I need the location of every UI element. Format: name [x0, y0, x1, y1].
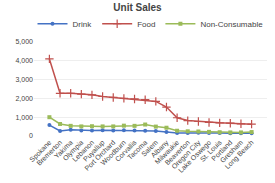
svg-text:Unit Sales: Unit Sales — [113, 2, 162, 13]
svg-text:Yakima: Yakima — [53, 139, 74, 160]
svg-text:0: 0 — [29, 132, 33, 139]
svg-text:Drink: Drink — [73, 20, 93, 29]
svg-text:5,000: 5,000 — [15, 38, 33, 45]
svg-text:2,000: 2,000 — [15, 95, 33, 102]
svg-text:Food: Food — [137, 20, 155, 29]
svg-text:Spokane: Spokane — [28, 139, 53, 164]
svg-text:Woodburn: Woodburn — [99, 139, 127, 167]
svg-text:Corvallis: Corvallis — [114, 138, 138, 162]
svg-text:Gresham: Gresham — [219, 139, 244, 164]
svg-text:Milwaukie: Milwaukie — [154, 139, 181, 166]
svg-text:3,000: 3,000 — [15, 76, 33, 83]
svg-text:4,000: 4,000 — [15, 57, 33, 64]
svg-text:1,000: 1,000 — [15, 114, 33, 121]
svg-text:St. Louis: St. Louis — [199, 138, 224, 163]
svg-text:Lake Oswego: Lake Oswego — [177, 139, 213, 175]
svg-text:Puyallup: Puyallup — [82, 139, 107, 164]
svg-text:Salem: Salem — [140, 139, 159, 158]
svg-text:Long Beach: Long Beach — [223, 139, 255, 171]
svg-text:Beaverton: Beaverton — [163, 139, 191, 167]
svg-text:Oregon City: Oregon City — [170, 138, 202, 170]
svg-text:Albany: Albany — [150, 138, 171, 159]
svg-text:Portland: Portland — [210, 139, 233, 162]
svg-text:Non-Consumable: Non-Consumable — [200, 20, 263, 29]
svg-text:Tacoma: Tacoma — [126, 139, 148, 161]
svg-text:Olympia: Olympia — [61, 139, 85, 163]
svg-text:Port Orchard: Port Orchard — [83, 139, 116, 172]
svg-text:Lebanon: Lebanon — [71, 139, 95, 163]
svg-text:Bremerton: Bremerton — [35, 139, 63, 167]
